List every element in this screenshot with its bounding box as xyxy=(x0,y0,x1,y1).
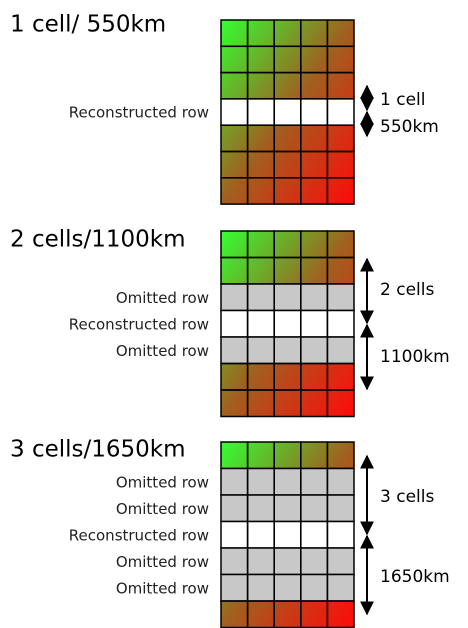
reconstructed-row xyxy=(221,98,354,126)
omitted-row xyxy=(221,337,354,364)
row-label: Omitted row xyxy=(116,289,209,307)
cell xyxy=(326,389,355,418)
reconstructed-row xyxy=(221,521,354,548)
omitted-row xyxy=(221,468,354,495)
panel-title: 1 cell/ 550km xyxy=(10,12,166,38)
panel-title: 2 cells/1100km xyxy=(10,227,186,253)
row-label: Reconstructed row xyxy=(69,526,209,544)
omitted-row xyxy=(221,574,354,601)
arrow-label: 3 cells xyxy=(380,487,434,507)
omitted-row xyxy=(221,548,354,575)
arrow-label: 1 cell xyxy=(380,90,425,110)
omitted-row xyxy=(221,495,354,522)
arrow-label: 1100km xyxy=(380,347,450,367)
row-label: Omitted row xyxy=(116,500,209,518)
panel-title: 3 cells/1650km xyxy=(10,437,186,463)
row-label: Omitted row xyxy=(116,579,209,597)
arrow-label: 2 cells xyxy=(380,280,434,300)
cell xyxy=(326,177,355,205)
row-label: Omitted row xyxy=(116,553,209,571)
panel: 2 cells/1100km Omitted row Reconstructed r… xyxy=(10,227,450,418)
omitted-row xyxy=(221,284,354,311)
arrow-label: 1650km xyxy=(380,567,450,587)
reconstructed-row xyxy=(221,310,354,337)
arrow-label: 550km xyxy=(380,117,439,137)
panel: 3 cells/1650km Omitted row Omitted row Reco… xyxy=(10,437,450,628)
row-label: Reconstructed row xyxy=(69,315,209,333)
panel: 1 cell/ 550km Reconstructed row 1 cell 550k… xyxy=(10,12,439,205)
row-label: Omitted row xyxy=(116,473,209,491)
row-label: Reconstructed row xyxy=(69,104,209,122)
row-label: Omitted row xyxy=(116,342,209,360)
